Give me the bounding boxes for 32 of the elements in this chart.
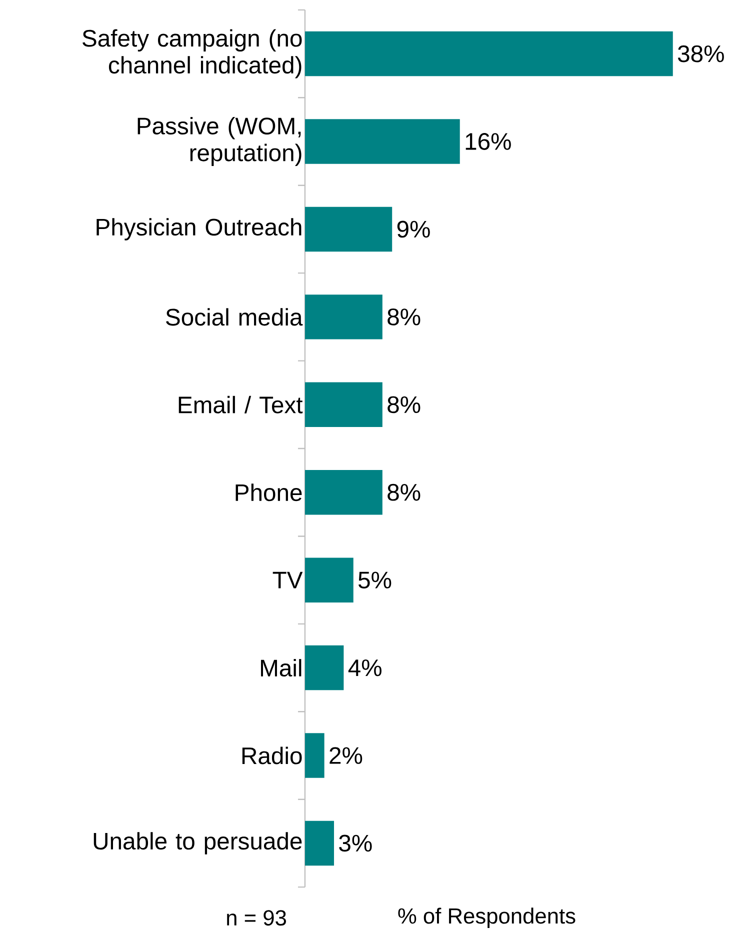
data-label: 8% <box>388 396 420 414</box>
bar <box>304 558 354 602</box>
y-tick-label: Unable to persuade <box>94 832 302 854</box>
y-tick-label: Mail <box>261 659 302 677</box>
text: n = 93 <box>227 910 286 926</box>
y-tick-label: Physician Outreach <box>96 218 302 240</box>
data-label: 2% <box>330 747 362 764</box>
data-label: 16% <box>466 133 511 150</box>
bar <box>304 645 344 690</box>
data-label: 9% <box>397 220 430 238</box>
bar <box>304 733 324 778</box>
data-label: 8% <box>388 308 420 326</box>
data-label: 5% <box>358 572 392 588</box>
bar <box>304 119 460 164</box>
bar <box>304 294 382 340</box>
data-label: 38% <box>678 45 724 62</box>
y-tick-label: Email / Text <box>178 396 303 414</box>
y-tick-label: Phone <box>236 484 302 502</box>
y-tick-label: Passive (WOM, reputation) <box>138 116 302 166</box>
data-label: 4% <box>348 659 382 676</box>
data-label: 8% <box>388 484 420 501</box>
y-tick-label: TV <box>272 572 303 588</box>
bar <box>304 820 334 866</box>
data-label: 3% <box>339 834 372 852</box>
bar <box>304 382 382 428</box>
bar <box>304 31 673 76</box>
y-tick-label: Safety campaign (no channel indicated) <box>82 29 302 78</box>
bar <box>304 470 382 515</box>
bar <box>304 206 392 252</box>
y-tick-label: Radio <box>242 746 302 764</box>
x-axis-title: % of Respondents <box>398 908 576 928</box>
y-tick-label: Social media <box>166 308 303 326</box>
